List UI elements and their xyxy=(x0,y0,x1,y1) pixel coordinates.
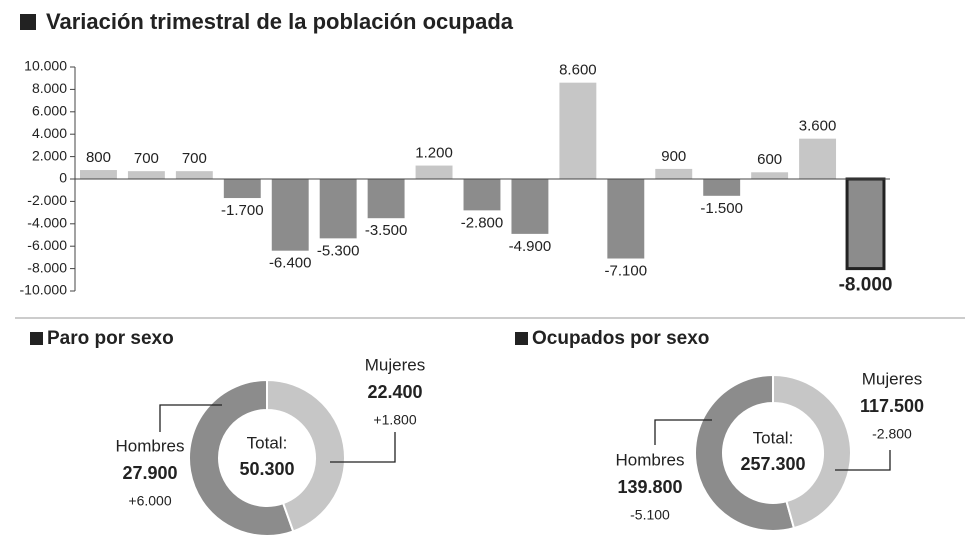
y-tick-label: 8.000 xyxy=(32,80,67,96)
title-icon xyxy=(30,332,43,345)
y-tick-label: -4.000 xyxy=(27,215,67,231)
bar xyxy=(655,168,693,179)
y-tick-label: 2.000 xyxy=(32,147,67,163)
total-label: 50.300 xyxy=(239,459,294,479)
bar xyxy=(367,179,405,219)
value-label: 139.800 xyxy=(617,477,682,497)
bar xyxy=(175,171,213,179)
value-label: 1.200 xyxy=(415,145,453,162)
y-tick-label: -2.000 xyxy=(27,192,67,208)
bar xyxy=(607,179,645,259)
change-label: +1.800 xyxy=(373,412,416,428)
y-tick-label: -10.000 xyxy=(20,282,68,298)
chart-title: Paro por sexo xyxy=(47,328,174,349)
bar xyxy=(271,179,309,251)
value-label: 600 xyxy=(757,151,782,168)
center-label: Total: xyxy=(753,428,794,447)
value-label: -4.900 xyxy=(509,238,552,255)
bar xyxy=(703,179,741,196)
bar xyxy=(127,171,165,179)
change-label: -5.100 xyxy=(630,507,670,523)
donut-segment xyxy=(188,378,295,537)
bar xyxy=(319,179,357,239)
value-label: -1.500 xyxy=(700,200,743,217)
chart-title: Variación trimestral de la población ocu… xyxy=(46,9,514,34)
center-label: Total: xyxy=(247,433,288,452)
y-tick-label: 10.000 xyxy=(24,58,67,74)
y-tick-label: 6.000 xyxy=(32,103,67,119)
value-label: -1.700 xyxy=(221,202,264,219)
category-label: Hombres xyxy=(116,436,185,455)
y-tick-label: 0 xyxy=(59,170,67,186)
category-label: Mujeres xyxy=(862,369,922,388)
bar xyxy=(845,177,886,271)
y-tick-label: 4.000 xyxy=(32,125,67,141)
bar xyxy=(80,170,117,179)
value-label: -3.500 xyxy=(365,222,408,239)
donut-segment xyxy=(694,373,796,532)
value-label: 700 xyxy=(134,150,159,167)
bar xyxy=(415,165,453,179)
title-icon xyxy=(20,14,36,30)
value-label: -6.400 xyxy=(269,255,312,272)
bar xyxy=(559,82,597,179)
value-label: -5.300 xyxy=(317,242,360,259)
leader-line xyxy=(835,450,891,471)
leader-line xyxy=(159,404,222,432)
value-label: 800 xyxy=(86,149,111,166)
value-label: -2.800 xyxy=(461,214,504,231)
donut-segment xyxy=(266,378,346,533)
y-tick-label: -6.000 xyxy=(27,237,67,253)
bar xyxy=(751,172,789,179)
bar xyxy=(511,179,549,234)
title-icon xyxy=(515,332,528,345)
value-label: 8.600 xyxy=(559,62,597,79)
bar xyxy=(463,179,501,211)
change-label: -2.800 xyxy=(872,426,912,442)
value-label: -7.100 xyxy=(605,262,648,279)
value-label: 27.900 xyxy=(122,463,177,483)
chart-title: Ocupados por sexo xyxy=(532,328,709,349)
value-label: 700 xyxy=(182,150,207,167)
bar xyxy=(223,179,261,199)
value-label: 900 xyxy=(661,148,686,165)
change-label: +6.000 xyxy=(128,493,171,509)
value-label: -8.000 xyxy=(839,275,893,296)
category-label: Hombres xyxy=(616,450,685,469)
total-label: 257.300 xyxy=(740,454,805,474)
value-label: 3.600 xyxy=(799,118,837,135)
leader-line xyxy=(654,419,712,445)
donut-segment xyxy=(772,373,853,530)
value-label: 117.500 xyxy=(860,396,924,416)
category-label: Mujeres xyxy=(365,355,425,374)
bar xyxy=(799,138,837,179)
leader-line xyxy=(330,432,396,463)
value-label: 22.400 xyxy=(367,382,422,402)
y-tick-label: -8.000 xyxy=(27,259,67,275)
